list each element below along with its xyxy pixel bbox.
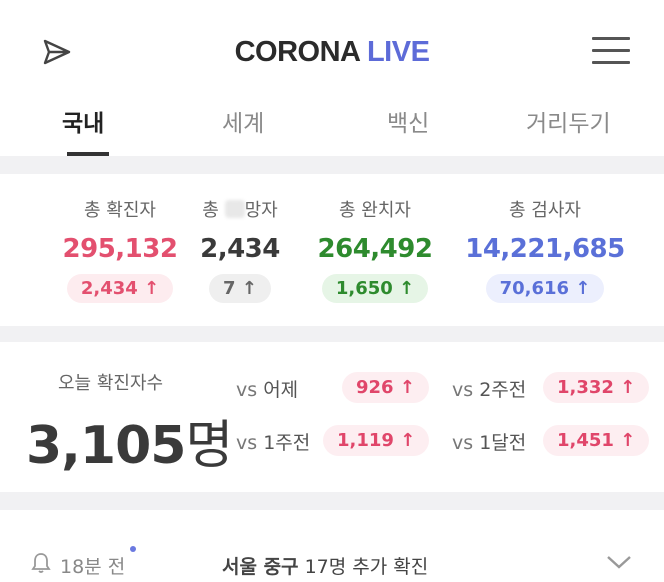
tab-distancing[interactable]: 거리두기 (526, 111, 611, 137)
active-tab-indicator (67, 152, 109, 156)
arrow-up-icon: ↑ (575, 278, 591, 299)
stat-value: 295,132 (62, 234, 178, 264)
compare-label: vs 1주전 (236, 432, 311, 454)
stat-value: 2,434 (200, 234, 280, 264)
news-ticker[interactable]: 18분 전 서울 중구 17명 추가 확진 (0, 530, 664, 582)
stat-value: 264,492 (317, 234, 433, 264)
news-headline: 서울 중구 17명 추가 확진 (222, 552, 428, 579)
stat-label: 총 완치자 (339, 200, 411, 221)
today-count-value: 3,105 (26, 416, 186, 476)
stat-label: 총 망자 (185, 196, 295, 222)
send-icon[interactable] (42, 38, 72, 66)
tab-vaccine[interactable]: 백신 (387, 111, 430, 137)
section-divider (0, 326, 664, 342)
arrow-up-icon: ↑ (399, 278, 415, 299)
stat-label: 총 확진자 (84, 200, 156, 221)
today-label: 오늘 확진자수 (58, 373, 164, 394)
new-indicator-dot (130, 546, 136, 552)
compare-badge: 1,119 ↑ (323, 425, 430, 456)
delta-value: 1,650 (335, 278, 393, 299)
stat-confirmed: 총 확진자 295,132 2,434 ↑ (40, 176, 200, 303)
section-divider (0, 492, 664, 510)
bell-icon (31, 553, 51, 573)
compare-badge: 1,451 ↑ (543, 425, 650, 456)
arrow-up-icon: ↑ (620, 430, 636, 451)
totals-panel: 총 확진자 295,132 2,434 ↑ 총 망자 2,434 7 ↑ 총 완… (0, 176, 664, 324)
stat-delta-badge: 2,434 ↑ (66, 274, 174, 303)
today-count: 3,105명 (26, 403, 233, 478)
section-divider (0, 156, 664, 174)
compare-badge: 1,332 ↑ (543, 372, 650, 403)
stat-delta-badge: 70,616 ↑ (485, 274, 605, 303)
stat-label-pre: 총 (202, 200, 219, 221)
arrow-up-icon: ↑ (620, 377, 636, 398)
tab-domestic[interactable]: 국내 (62, 111, 105, 137)
app-header: CORONA LIVE (0, 0, 664, 100)
brand-part1: CORONA (234, 36, 360, 68)
redacted-mark (224, 200, 245, 218)
stat-label: 총 검사자 (509, 200, 581, 221)
tab-bar: 국내 세계 백신 거리두기 (0, 100, 664, 156)
brand-part2: LIVE (366, 36, 430, 68)
tab-world[interactable]: 세계 (222, 111, 265, 137)
stat-delta-badge: 1,650 ↑ (321, 274, 429, 303)
arrow-up-icon: ↑ (399, 377, 415, 398)
arrow-up-icon: ↑ (241, 278, 257, 299)
news-message: 17명 추가 확진 (304, 556, 429, 578)
stat-recovered: 총 완치자 264,492 1,650 ↑ (300, 176, 450, 303)
delta-value: 2,434 (80, 278, 138, 299)
delta-value: 70,616 (499, 278, 570, 299)
stat-value: 14,221,685 (465, 234, 625, 264)
compare-label: vs 2주전 (452, 379, 527, 401)
news-time: 18분 전 (60, 556, 126, 578)
arrow-up-icon: ↑ (400, 430, 416, 451)
stat-delta-badge: 7 ↑ (209, 274, 271, 303)
compare-badge: 926 ↑ (342, 372, 429, 403)
compare-label: vs 1달전 (452, 432, 527, 454)
stat-deaths: 총 망자 2,434 7 ↑ (185, 176, 295, 303)
brand-logo: CORONA LIVE (0, 36, 664, 69)
stat-tested: 총 검사자 14,221,685 70,616 ↑ (455, 176, 635, 303)
delta-value: 7 (223, 278, 236, 299)
today-count-unit: 명 (185, 416, 233, 476)
stat-label-post: 망자 (244, 200, 278, 221)
arrow-up-icon: ↑ (144, 278, 160, 299)
today-panel: 오늘 확진자수 3,105명 vs 어제 926 ↑ vs 2주전 1,332 … (0, 345, 664, 490)
chevron-down-icon[interactable] (604, 552, 634, 572)
news-location: 서울 중구 (222, 556, 299, 578)
compare-label: vs 어제 (236, 379, 299, 401)
hamburger-menu-icon[interactable] (592, 37, 630, 67)
